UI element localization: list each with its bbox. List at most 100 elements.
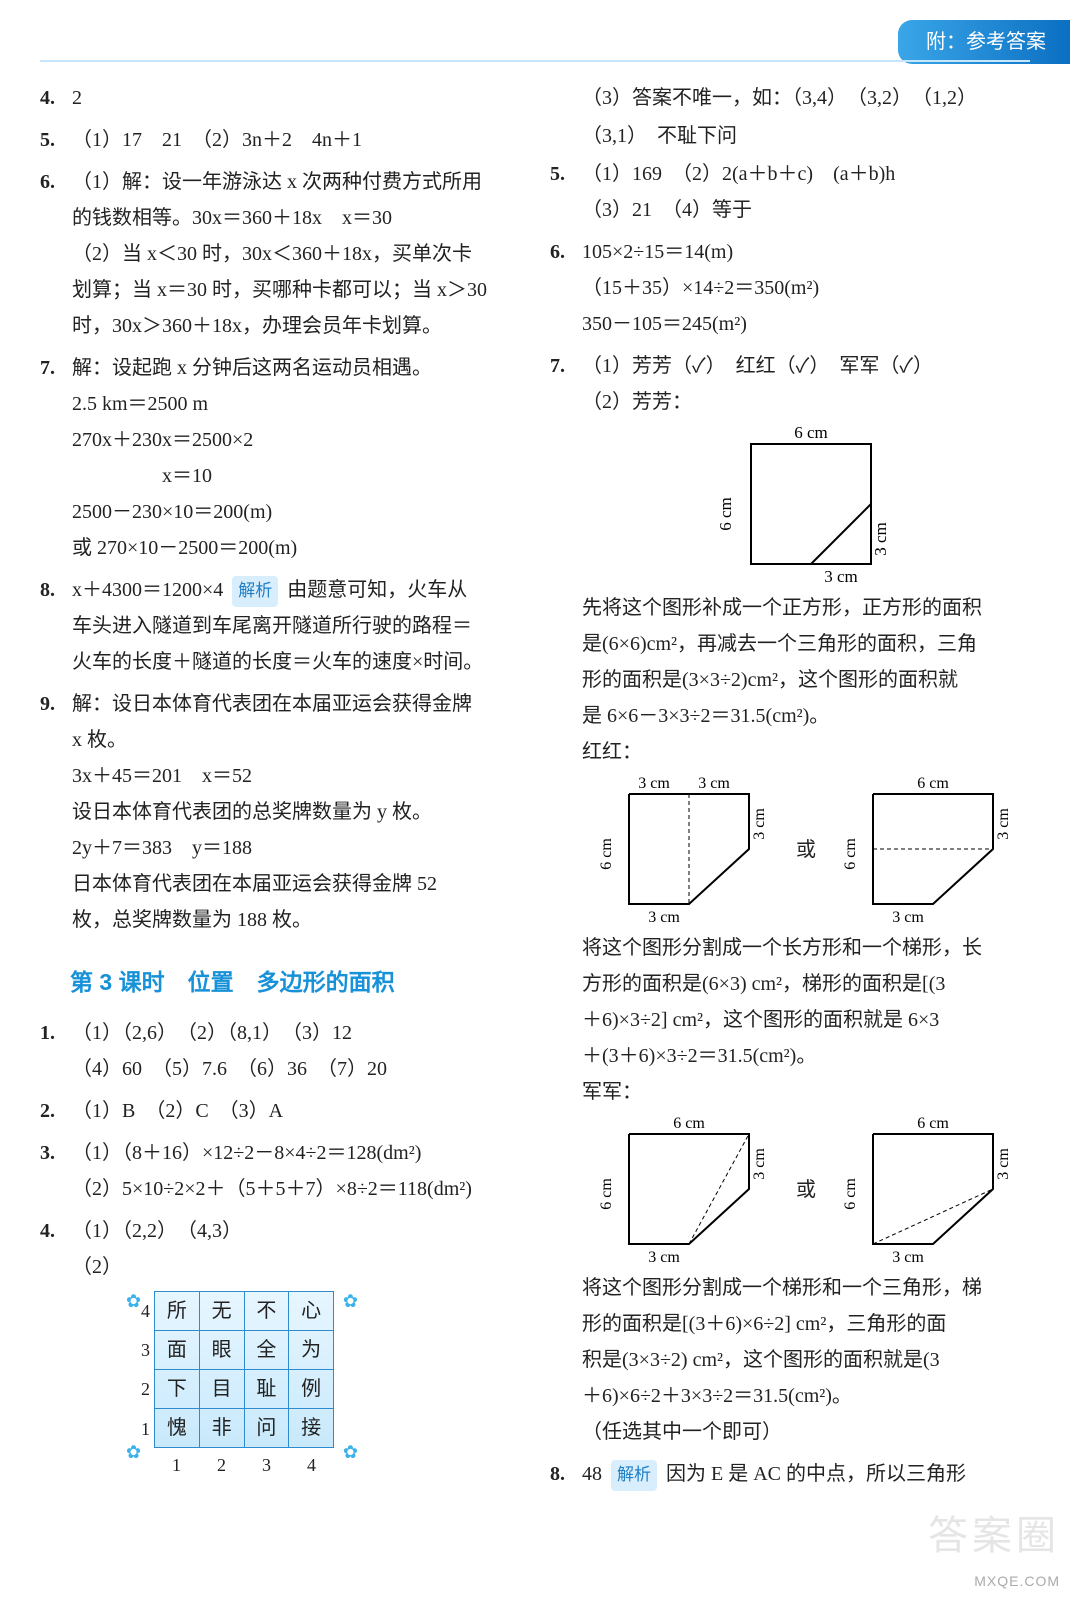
analysis-tag: 解析 (611, 1460, 657, 1491)
col-label: 2 (199, 1448, 244, 1482)
line: 105×2÷15＝14(m) (582, 234, 1030, 270)
grid-cell: 愧 (155, 1409, 200, 1448)
left-column: 4. 2 5. （1）17 21 （2）3n＋2 4n＋1 6. （1）解：设一… (40, 80, 520, 1560)
junjun-diagram-b: 6 cm 6 cm 3 cm 3 cm (833, 1114, 1023, 1264)
svg-text:6 cm: 6 cm (842, 838, 859, 870)
line: （1）169 （2）2(a＋b＋c) (a＋b)h (582, 156, 1030, 192)
qnum: 4. (40, 1213, 72, 1488)
qnum: 4. (40, 80, 72, 116)
line: （2）当 x＜30 时，30x＜360＋18x，买单次卡 (72, 236, 520, 272)
flower-icon: ✿ (126, 1285, 141, 1317)
line: 将这个图形分割成一个长方形和一个梯形，长 (582, 930, 1030, 966)
line: （1）解：设一年游泳达 x 次两种付费方式所用 (72, 164, 520, 200)
qnum: 1. (40, 1015, 72, 1087)
line: ＋(3＋6)×3÷2＝31.5(cm²)。 (582, 1038, 1030, 1074)
char-grid-outer: 4 所无不心 面眼全为 下目耻例 愧非问接 3 2 1 (132, 1291, 334, 1482)
line: （1）（2,6） （2）（8,1） （3）12 (72, 1015, 520, 1051)
svg-text:6 cm: 6 cm (917, 1115, 949, 1132)
line: （1）（8＋16）×12÷2－8×4÷2＝128(dm²) (72, 1135, 520, 1171)
line: 270x＋230x＝2500×2 (72, 422, 520, 458)
honghong-diagram-b: 6 cm 6 cm 3 cm 3 cm (833, 774, 1023, 924)
grid-cell: 目 (199, 1370, 244, 1409)
rule (40, 60, 1030, 62)
line: 日本体育代表团在本届亚运会获得金牌 52 (72, 866, 520, 902)
svg-text:6 cm: 6 cm (598, 838, 615, 870)
qnum: 8. (40, 572, 72, 680)
watermark-title: 答案圈 (928, 1500, 1060, 1572)
line: 解：设起跑 x 分钟后这两名运动员相遇。 (72, 350, 520, 386)
svg-text:6 cm: 6 cm (673, 1115, 705, 1132)
line: 解：设日本体育代表团在本届亚运会获得金牌 (72, 686, 520, 722)
line: （2）5×10÷2×2＋（5＋5＋7）×8÷2＝118(dm²) (72, 1171, 520, 1207)
line: x 枚。 (72, 722, 520, 758)
line: 因为 E 是 AC 的中点，所以三角形 (666, 1463, 966, 1485)
line: （4）60 （5）7.6 （6）36 （7）20 (72, 1051, 520, 1087)
line: （15＋35）×14÷2＝350(m²) (582, 270, 1030, 306)
analysis-tag: 解析 (232, 576, 278, 607)
qnum: 6. (550, 234, 582, 342)
svg-text:3 cm: 3 cm (751, 1148, 768, 1180)
svg-text:3 cm: 3 cm (751, 808, 768, 840)
line: （3）21 （4）等于 (582, 192, 1030, 228)
svg-text:3 cm: 3 cm (892, 1249, 924, 1264)
row-label: 3 (132, 1331, 154, 1370)
grid-cell: 非 (199, 1409, 244, 1448)
line: 枚，总奖牌数量为 188 枚。 (72, 902, 520, 938)
line: 3x＋45＝201 x＝52 (72, 758, 520, 794)
char-grid: 所无不心 面眼全为 下目耻例 愧非问接 (154, 1291, 334, 1448)
line: x＝10 (72, 458, 520, 494)
grid-cell: 接 (289, 1409, 334, 1448)
svg-text:3 cm: 3 cm (995, 808, 1012, 840)
line: （3,1） 不耻下问 (550, 118, 1030, 154)
svg-text:3 cm: 3 cm (995, 1148, 1012, 1180)
line: 先将这个图形补成一个正方形，正方形的面积 (582, 590, 1030, 626)
svg-text:3 cm: 3 cm (698, 775, 730, 792)
qnum: 6. (40, 164, 72, 344)
qnum: 9. (40, 686, 72, 938)
line: ＋6)×3÷2] cm²，这个图形的面积就是 6×3 (582, 1002, 1030, 1038)
qnum: 7. (40, 350, 72, 566)
grid-cell: 无 (199, 1292, 244, 1331)
line: 方形的面积是(6×3) cm²，梯形的面积是[(3 (582, 966, 1030, 1002)
line: （任选其中一个即可） (582, 1414, 1030, 1450)
line: 2.5 km＝2500 m (72, 386, 520, 422)
grid-cell: 不 (244, 1292, 289, 1331)
line: （1）B （2）C （3）A (72, 1093, 520, 1129)
line: 划算；当 x＝30 时，买哪种卡都可以；当 x＞30 (72, 272, 520, 308)
expr: x＋4300＝1200×4 (72, 579, 223, 601)
line: 时，30x＞360＋18x，办理会员年卡划算。 (72, 308, 520, 344)
line: 设日本体育代表团的总奖牌数量为 y 枚。 (72, 794, 520, 830)
line: 由题意可知，火车从 (287, 579, 467, 601)
svg-text:6 cm: 6 cm (598, 1178, 615, 1210)
answer-text: 2 (72, 80, 520, 116)
grid-cell: 眼 (199, 1331, 244, 1370)
line: 是(6×6)cm²，再减去一个三角形的面积，三角 (582, 626, 1030, 662)
qnum: 7. (550, 348, 582, 1450)
line: （2） (72, 1249, 520, 1285)
line: 车头进入隧道到车尾离开隧道所行驶的路程＝ (72, 608, 520, 644)
fangfang-diagram: 6 cm 6 cm 3 cm 3 cm (711, 424, 901, 584)
junjun-diagram-a: 6 cm 6 cm 3 cm 3 cm (589, 1114, 779, 1264)
watermark-site: MXQE.COM (974, 1569, 1060, 1594)
line: 形的面积是(3×3÷2)cm²，这个图形的面积就 (582, 662, 1030, 698)
qnum: 5. (40, 122, 72, 158)
line: 或 270×10－2500＝200(m) (72, 530, 520, 566)
svg-text:3 cm: 3 cm (638, 775, 670, 792)
grid-cell: 面 (155, 1331, 200, 1370)
col-label: 4 (289, 1448, 334, 1482)
answer-value: 48 (582, 1463, 602, 1485)
grid-cell: 全 (244, 1331, 289, 1370)
svg-text:6 cm: 6 cm (794, 424, 828, 442)
col-label: 1 (154, 1448, 199, 1482)
line: （1）（2,2） （4,3） (72, 1213, 520, 1249)
line: 积是(3×3÷2) cm²，这个图形的面积就是(3 (582, 1342, 1030, 1378)
flower-icon: ✿ (343, 1436, 358, 1468)
col-label: 3 (244, 1448, 289, 1482)
label: 红红： (582, 734, 1030, 770)
svg-text:6 cm: 6 cm (716, 497, 735, 531)
line: （3）答案不唯一，如：（3,4） （3,2） （1,2） (550, 80, 1030, 116)
qnum: 3. (40, 1135, 72, 1207)
line: 火车的长度＋隧道的长度＝火车的速度×时间。 (72, 644, 520, 680)
svg-text:3 cm: 3 cm (648, 909, 680, 924)
line: 形的面积是[(3＋6)×6÷2] cm²，三角形的面 (582, 1306, 1030, 1342)
